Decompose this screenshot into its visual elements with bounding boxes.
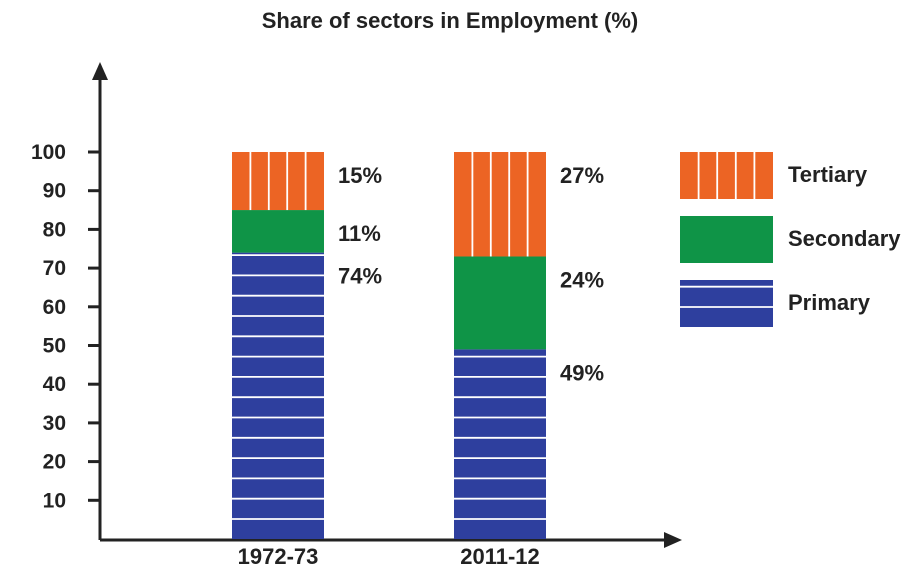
- bar-primary-2011-12: [454, 349, 546, 539]
- data-label-primary-2011-12: 49%: [560, 360, 604, 385]
- axes: 10 20 30 40 50 60 70 80 90 100 1972-73 2011-12: [31, 62, 682, 569]
- legend-item-tertiary: Tertiary: [680, 152, 868, 199]
- legend: Tertiary Secondary Primary: [680, 152, 901, 327]
- legend-label-primary: Primary: [788, 290, 871, 315]
- data-label-primary-1972-73: 74%: [338, 264, 382, 289]
- bar-tertiary-1972-73: [232, 152, 324, 211]
- legend-label-tertiary: Tertiary: [788, 162, 868, 187]
- bar-primary-1972-73: [232, 252, 324, 539]
- legend-swatch-primary: [680, 280, 773, 327]
- y-tick-label: 60: [43, 296, 66, 319]
- bars: 74% 11% 15% 49% 24% 27%: [232, 152, 604, 539]
- y-tick-label: 100: [31, 141, 66, 164]
- data-label-secondary-1972-73: 11%: [338, 221, 381, 246]
- x-category-label: 1972-73: [238, 544, 319, 569]
- legend-label-secondary: Secondary: [788, 226, 901, 251]
- chart-title: Share of sectors in Employment (%): [262, 8, 639, 33]
- bar-secondary-1972-73: [232, 210, 324, 253]
- data-label-tertiary-1972-73: 15%: [338, 163, 382, 188]
- y-tick-label: 80: [43, 218, 66, 241]
- y-axis-arrow: [92, 62, 108, 80]
- bar-secondary-2011-12: [454, 256, 546, 350]
- data-label-tertiary-2011-12: 27%: [560, 163, 604, 188]
- legend-swatch-secondary: [680, 216, 773, 263]
- legend-swatch-tertiary: [680, 152, 773, 199]
- y-tick-label: 40: [43, 373, 66, 396]
- y-tick-label: 30: [43, 412, 66, 435]
- y-tick-label: 70: [43, 257, 66, 280]
- data-label-secondary-2011-12: 24%: [560, 267, 604, 292]
- x-axis-arrow: [664, 532, 682, 548]
- y-tick-label: 20: [43, 451, 66, 474]
- y-tick-label: 90: [43, 180, 66, 203]
- legend-item-secondary: Secondary: [680, 216, 901, 263]
- y-tick-label: 10: [43, 489, 66, 512]
- y-tick-label: 50: [43, 335, 66, 358]
- legend-item-primary: Primary: [680, 280, 871, 327]
- x-category-label: 2011-12: [460, 544, 540, 569]
- bar-tertiary-2011-12: [454, 152, 546, 257]
